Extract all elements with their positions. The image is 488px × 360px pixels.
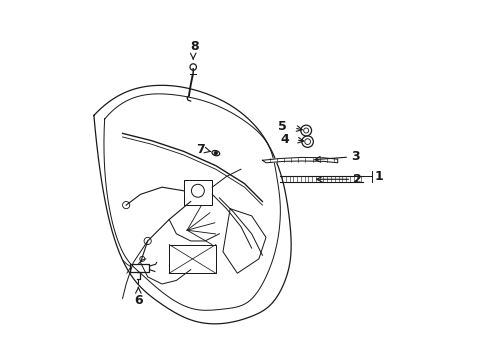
Text: 2: 2 xyxy=(352,173,361,186)
Text: 1: 1 xyxy=(373,170,382,183)
Circle shape xyxy=(301,136,313,147)
Circle shape xyxy=(300,125,311,136)
Text: 8: 8 xyxy=(190,40,198,53)
Circle shape xyxy=(190,64,196,70)
Polygon shape xyxy=(262,157,337,163)
Text: 4: 4 xyxy=(280,132,288,145)
Text: 3: 3 xyxy=(350,150,359,163)
Text: 6: 6 xyxy=(134,294,142,307)
Circle shape xyxy=(214,151,217,155)
Text: 5: 5 xyxy=(277,121,286,134)
Text: 7: 7 xyxy=(196,143,204,156)
